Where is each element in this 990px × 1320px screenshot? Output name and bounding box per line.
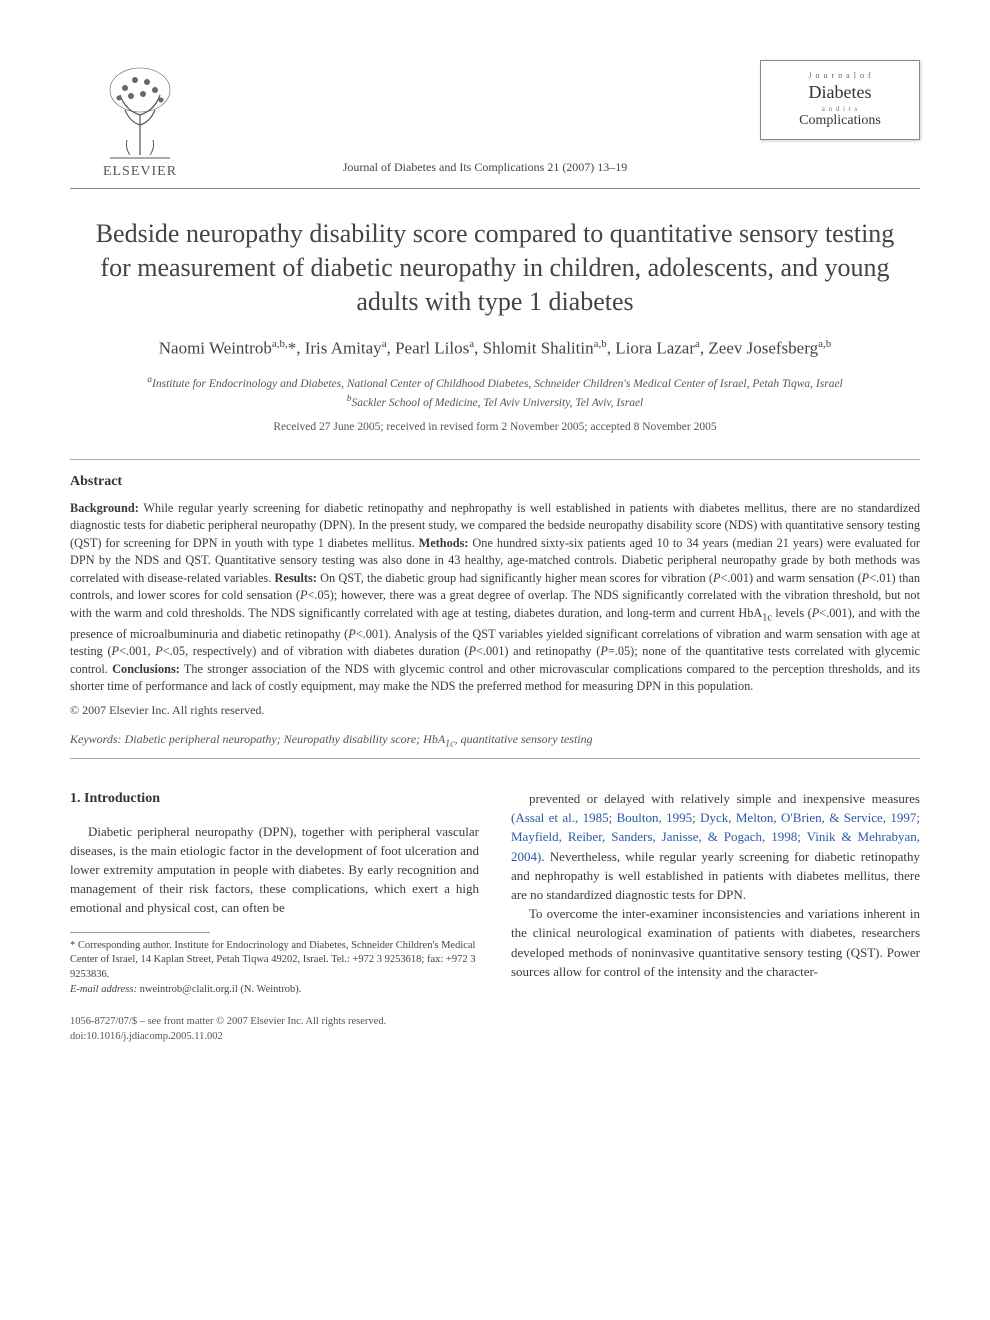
footnote-rule — [70, 932, 210, 933]
column-left: 1. Introduction Diabetic peripheral neur… — [70, 789, 479, 1045]
bottom-meta: 1056-8727/07/$ – see front matter © 2007… — [70, 1015, 479, 1044]
email-footnote: E-mail address: nweintrob@clalit.org.il … — [70, 983, 479, 998]
email-label: E-mail address: — [70, 984, 137, 995]
abstract-results: On QST, the diabetic group had significa… — [70, 571, 920, 676]
journal-logo-main: Diabetes — [769, 82, 911, 103]
intro-heading: 1. Introduction — [70, 789, 479, 810]
affiliations: aInstitute for Endocrinology and Diabete… — [70, 373, 920, 411]
abstract-heading: Abstract — [70, 474, 920, 490]
article-dates: Received 27 June 2005; received in revis… — [70, 421, 920, 433]
abstract-conclusions-label: Conclusions: — [112, 662, 180, 676]
header-row: ELSEVIER Journal of Diabetes and Its Com… — [70, 60, 920, 180]
intro-col2-p1: prevented or delayed with relatively sim… — [511, 789, 920, 904]
article-title: Bedside neuropathy disability score comp… — [70, 217, 920, 318]
journal-reference: Journal of Diabetes and Its Complication… — [210, 60, 760, 175]
body-columns: 1. Introduction Diabetic peripheral neur… — [70, 789, 920, 1045]
keywords: Keywords: Diabetic peripheral neuropathy… — [70, 732, 920, 749]
abstract-body: Background: While regular yearly screeni… — [70, 500, 920, 696]
email-address: nweintrob@clalit.org.il (N. Weintrob). — [140, 984, 302, 995]
keywords-text: Diabetic peripheral neuropathy; Neuropat… — [125, 732, 593, 746]
abstract-conclusions: The stronger association of the NDS with… — [70, 662, 920, 693]
abstract-copyright: © 2007 Elsevier Inc. All rights reserved… — [70, 703, 920, 718]
authors: Naomi Weintroba,b,*, Iris Amitaya, Pearl… — [70, 338, 920, 359]
keywords-rule — [70, 758, 920, 759]
issn-line: 1056-8727/07/$ – see front matter © 2007… — [70, 1015, 479, 1030]
abstract-top-rule — [70, 459, 920, 460]
publisher-block: ELSEVIER — [70, 60, 210, 180]
top-rule — [70, 188, 920, 189]
keywords-label: Keywords: — [70, 732, 122, 746]
corresponding-footnote: * Corresponding author. Institute for En… — [70, 939, 479, 983]
affiliation-b: bSackler School of Medicine, Tel Aviv Un… — [70, 392, 920, 411]
doi-line: doi:10.1016/j.jdiacomp.2005.11.002 — [70, 1030, 479, 1045]
intro-col1-p1: Diabetic peripheral neuropathy (DPN), to… — [70, 822, 479, 918]
publisher-name: ELSEVIER — [103, 164, 177, 180]
journal-logo-mid: a n d i t s — [769, 105, 911, 113]
elsevier-tree-icon — [95, 60, 185, 160]
intro-col2-p2: To overcome the inter-examiner inconsist… — [511, 904, 920, 981]
abstract-results-label: Results: — [275, 571, 317, 585]
column-right: prevented or delayed with relatively sim… — [511, 789, 920, 1045]
journal-logo: J o u r n a l o f Diabetes a n d i t s C… — [760, 60, 920, 140]
affiliation-a: aInstitute for Endocrinology and Diabete… — [70, 373, 920, 392]
abstract-methods-label: Methods: — [419, 536, 469, 550]
abstract-background-label: Background: — [70, 501, 139, 515]
journal-logo-top: J o u r n a l o f — [769, 71, 911, 80]
journal-logo-sub: Complications — [769, 113, 911, 129]
